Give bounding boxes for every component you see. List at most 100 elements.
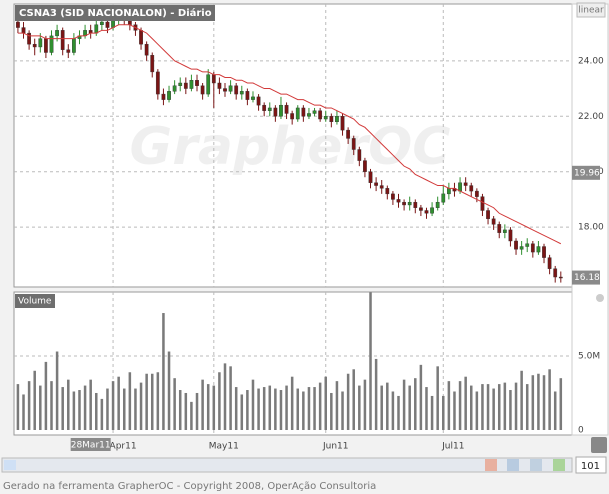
volume-bar	[324, 376, 328, 430]
volume-bar	[419, 364, 423, 430]
candle-body	[223, 88, 227, 92]
candle-body	[38, 38, 43, 48]
volume-bar	[458, 381, 462, 430]
volume-bar	[386, 382, 389, 430]
volume-bar	[33, 370, 36, 430]
zoom-input[interactable]	[575, 456, 607, 474]
volume-bar	[218, 372, 221, 430]
candle-body	[245, 91, 250, 100]
candle-body	[446, 188, 451, 195]
candle-body	[502, 229, 507, 233]
volume-bar	[492, 388, 495, 430]
candle-body	[407, 201, 412, 206]
scale-button-label[interactable]: linear	[578, 6, 604, 16]
volume-bar	[313, 387, 316, 430]
volume-bar	[139, 382, 143, 430]
volume-bar	[117, 376, 120, 430]
watermark: GrapherOC	[130, 117, 451, 177]
volume-bar	[341, 391, 344, 430]
scale-button[interactable]	[576, 2, 606, 18]
volume-bar	[44, 361, 48, 430]
volume-bar	[162, 313, 165, 430]
volume-bar	[369, 292, 372, 430]
volume-bar	[27, 381, 31, 430]
candle-body	[514, 240, 518, 250]
tool-btn[interactable]	[530, 459, 542, 471]
volume-bar	[380, 385, 383, 430]
candle-body	[150, 55, 155, 73]
volume-bar	[531, 375, 535, 430]
volume-bar	[257, 388, 260, 430]
volume-bar	[503, 382, 507, 430]
candle-body	[323, 116, 328, 120]
volume-bar	[78, 390, 81, 430]
candle-body	[99, 21, 104, 25]
volume-bar	[514, 382, 518, 430]
volume-bar	[134, 388, 137, 430]
candle-body	[491, 218, 496, 225]
tool-btn[interactable]	[507, 459, 519, 471]
candle-body	[94, 24, 99, 34]
volume-bar	[330, 392, 333, 430]
volume-bar	[167, 351, 171, 430]
volume-bar	[430, 395, 434, 430]
tool-btn[interactable]	[553, 459, 565, 471]
volume-bar	[72, 391, 76, 430]
candle-body	[469, 185, 474, 192]
volume-bar	[55, 351, 59, 430]
tool-icon[interactable]	[591, 437, 607, 453]
volume-bar	[251, 379, 255, 430]
price-panel	[13, 3, 573, 288]
candle-body	[55, 30, 59, 37]
volume-bar	[83, 385, 87, 430]
last-price-label: 16.18	[574, 273, 600, 283]
volume-bar	[352, 369, 355, 430]
volume-bar	[22, 394, 25, 430]
volume-bar	[509, 390, 512, 430]
volume-bar	[402, 379, 406, 430]
volume-bar	[67, 379, 70, 430]
candle-body	[295, 107, 300, 120]
candle-body	[217, 82, 222, 89]
volume-bar	[346, 373, 350, 430]
volume-bar	[290, 376, 294, 430]
volume-bar	[268, 385, 272, 430]
volume-bar	[173, 378, 176, 430]
volume-bar	[335, 381, 339, 430]
volume-bar	[201, 379, 204, 430]
candle-body	[547, 257, 552, 269]
volume-title-box	[15, 294, 55, 308]
volume-bar	[184, 392, 188, 430]
candle-body	[346, 129, 351, 139]
candle-body	[542, 246, 546, 258]
volume-bar	[425, 387, 428, 430]
candle-body	[463, 182, 468, 186]
volume-bar	[246, 390, 249, 430]
cursor-price-label: 19.96	[574, 168, 600, 178]
close-panel-icon[interactable]	[596, 294, 604, 302]
volume-bar	[307, 387, 311, 430]
volume-bar	[318, 382, 322, 430]
y-tick-label: 22.00	[578, 112, 604, 122]
scrollbar[interactable]	[1, 457, 573, 473]
zoom-value[interactable]: 101	[581, 461, 600, 472]
tool-btn[interactable]	[485, 459, 497, 471]
volume-bar	[559, 378, 563, 430]
last-price-box	[572, 270, 600, 285]
axis-panel	[571, 3, 609, 436]
candle-body	[508, 229, 513, 242]
candle-body	[558, 276, 563, 279]
candle-body	[424, 210, 429, 214]
candle-body	[474, 190, 479, 197]
volume-bar	[374, 358, 378, 430]
candle-body	[329, 116, 334, 123]
volume-bar	[447, 381, 451, 430]
scroll-left[interactable]	[4, 460, 16, 470]
candle-body	[519, 246, 524, 250]
candle-body	[553, 268, 558, 278]
volume-bar	[145, 373, 148, 430]
candle-body	[27, 32, 31, 45]
x-tick-label: May11	[209, 442, 239, 452]
volume-title: Volume	[18, 297, 52, 307]
candle-body	[155, 71, 160, 95]
